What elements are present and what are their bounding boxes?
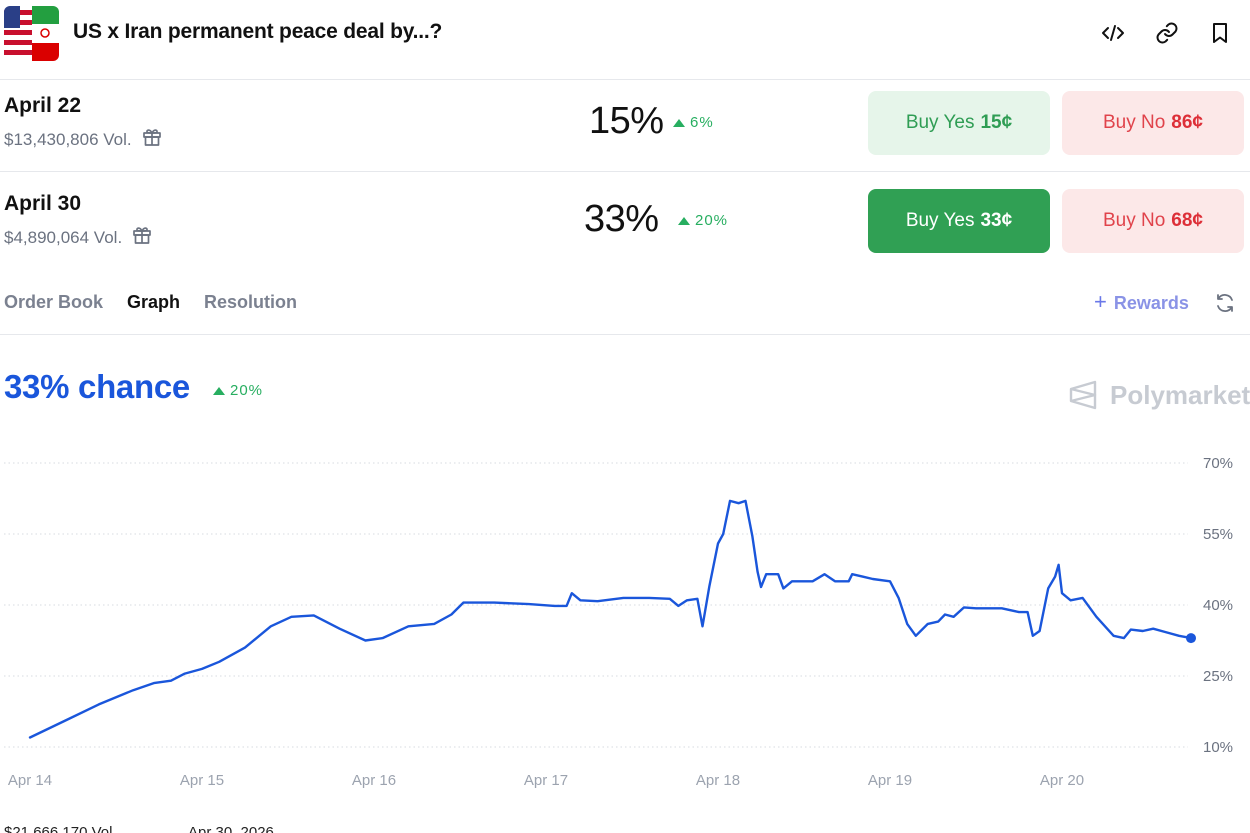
buy-no-label: Buy No [1102, 210, 1166, 231]
buy-yes-price: 33¢ [980, 210, 1013, 231]
total-volume: $21,666,170 Vol. [4, 824, 117, 833]
chance-headline: 33% chance [4, 368, 190, 405]
code-icon[interactable] [1100, 20, 1126, 46]
current-value-dot [1186, 633, 1196, 644]
buy-no-button[interactable]: Buy No 68¢ [1062, 189, 1244, 253]
outcome-volume: $4,890,064 Vol. [4, 225, 152, 250]
rewards-button[interactable]: + Rewards [1094, 289, 1189, 315]
outcome-label: April 22 [4, 94, 82, 117]
x-tick-label: Apr 18 [696, 772, 740, 789]
buy-yes-price: 15¢ [980, 112, 1013, 133]
outcome-row[interactable]: April 22 $13,430,806 Vol. 15% 6% Buy Yes… [0, 80, 1250, 172]
market-title: US x Iran permanent peace deal by...? [73, 20, 443, 43]
series-line [28, 499, 1193, 739]
gift-icon[interactable] [142, 127, 162, 152]
x-tick-label: Apr 16 [352, 772, 396, 789]
outcome-percent: 15% [589, 100, 664, 142]
plus-icon: + [1094, 289, 1107, 314]
x-tick-label: Apr 17 [524, 772, 568, 789]
buy-no-price: 68¢ [1171, 210, 1203, 231]
refresh-icon[interactable] [1214, 292, 1236, 314]
buy-yes-button[interactable]: Buy Yes 33¢ [868, 189, 1050, 253]
outcome-change: 20% [678, 212, 728, 229]
buy-yes-button[interactable]: Buy Yes 15¢ [868, 91, 1050, 155]
x-tick-label: Apr 14 [8, 772, 52, 789]
y-tick-label: 25% [1203, 668, 1233, 685]
bookmark-icon[interactable] [1207, 20, 1233, 46]
watermark-text: Polymarket [1110, 379, 1250, 410]
tab-resolution[interactable]: Resolution [204, 292, 297, 312]
up-arrow-icon [213, 386, 225, 395]
y-tick-label: 40% [1203, 597, 1233, 614]
polymarket-watermark: Polymarket [1068, 379, 1250, 411]
link-icon[interactable] [1154, 20, 1180, 46]
outcome-change-value: 6% [690, 114, 714, 131]
outcome-change-value: 20% [695, 212, 729, 229]
outcome-row[interactable]: April 30 $4,890,064 Vol. 33% 20% Buy Yes… [0, 172, 1250, 268]
up-arrow-icon [673, 118, 685, 127]
buy-no-label: Buy No [1102, 112, 1166, 133]
end-date: Apr 30, 2026 [188, 824, 274, 833]
chance-change-value: 20% [230, 382, 264, 399]
y-tick-label: 10% [1203, 739, 1233, 756]
market-flag-icon [4, 6, 59, 61]
polymarket-logo-icon [1069, 380, 1097, 410]
y-tick-label: 70% [1203, 455, 1233, 472]
y-tick-label: 55% [1203, 526, 1233, 543]
outcome-volume-text: $13,430,806 Vol. [4, 129, 132, 149]
buy-yes-label: Buy Yes [905, 112, 975, 133]
rewards-label: Rewards [1113, 292, 1189, 313]
buy-no-price: 86¢ [1171, 112, 1203, 133]
outcome-percent: 33% [584, 198, 659, 240]
outcome-volume-text: $4,890,064 Vol. [4, 227, 123, 247]
price-chart-svg[interactable]: 70% 55% 40% 25% 10% Apr 14 Apr 15 Apr 16 Apr 17 A… [0, 440, 1250, 800]
tab-graph[interactable]: Graph [127, 292, 181, 312]
x-tick-label: Apr 20 [1040, 772, 1084, 789]
outcome-label: April 30 [4, 192, 82, 215]
up-arrow-icon [678, 216, 690, 225]
market-header: US x Iran permanent peace deal by...? [0, 0, 1250, 80]
outcome-volume: $13,430,806 Vol. [4, 127, 162, 152]
price-chart[interactable]: 70% 55% 40% 25% 10% Apr 14 Apr 15 Apr 16 Apr 17 A… [0, 440, 1250, 800]
outcome-change: 6% [673, 114, 714, 131]
tab-order-book[interactable]: Order Book [4, 292, 104, 312]
buy-no-button[interactable]: Buy No 86¢ [1062, 91, 1244, 155]
x-tick-label: Apr 15 [180, 772, 224, 789]
chance-change: 20% [213, 382, 263, 399]
x-tick-label: Apr 19 [868, 772, 912, 789]
buy-yes-label: Buy Yes [905, 210, 975, 231]
gift-icon[interactable] [132, 225, 152, 250]
chart-footer: $21,666,170 Vol. Apr 30, 2026 [0, 818, 1250, 833]
detail-tabs: Order Book Graph Resolution + Rewards [0, 268, 1250, 335]
